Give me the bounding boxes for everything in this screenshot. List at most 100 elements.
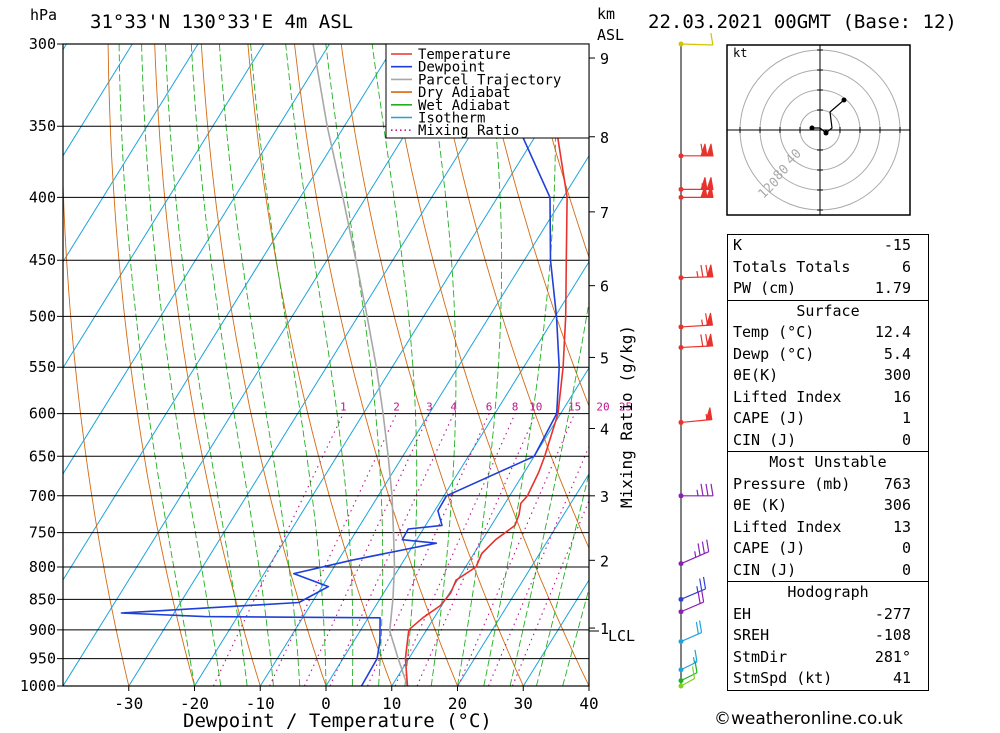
indices-table: K -15 Totals Totals 6 PW (cm) 1.79 Surface … <box>727 234 929 691</box>
wet-adiabat-line <box>218 44 301 686</box>
isotherm-line <box>0 44 1 686</box>
mixing-ratio-label: 6 <box>486 401 493 414</box>
pressure-tick-label: 300 <box>29 35 56 53</box>
location-title: 31°33'N 130°33'E 4m ASL <box>90 11 353 33</box>
surface-row: Temp (°C) 12.4 <box>733 323 911 341</box>
wind-barb-half-feather <box>694 551 697 558</box>
wind-barb <box>678 143 714 159</box>
wind-barb-feather <box>701 541 705 554</box>
legend-entry: Mixing Ratio <box>418 123 519 139</box>
wind-barb-feather <box>691 666 696 679</box>
wind-barb-feather <box>704 313 709 326</box>
wind-barb-feather <box>700 143 704 156</box>
wind-barb <box>678 32 714 47</box>
wind-barb-half-feather <box>705 413 708 421</box>
pressure-tick-label: 1000 <box>20 677 56 695</box>
mixing-ratio-label: 15 <box>568 401 581 414</box>
wind-barb-flag <box>705 312 714 326</box>
wind-barb-shaft <box>680 678 695 687</box>
wind-barb-flag <box>705 407 713 421</box>
temperature-tick-label: -20 <box>180 694 209 713</box>
hodograph-table-title: Hodograph <box>728 581 928 604</box>
hodo-row: StmDir 281° <box>733 647 911 666</box>
wind-barb-shaft <box>680 43 713 46</box>
wind-barb-half-feather <box>692 656 696 664</box>
wind-barb-shaft <box>680 631 702 643</box>
wet-adiabat-line <box>165 44 248 686</box>
wind-barb-feather <box>706 539 710 552</box>
hodograph-trace <box>812 99 845 134</box>
wind-barb <box>678 620 703 645</box>
wind-barb-feather <box>698 620 703 633</box>
wind-barb-half-feather <box>701 319 704 326</box>
wind-barb <box>678 539 710 567</box>
hodo-row: StmSpd (kt) 41 <box>733 669 911 687</box>
wind-barb-half-feather <box>696 489 699 496</box>
wind-barb-feather <box>699 578 703 591</box>
mu-row: θE (K) 306 <box>733 496 911 514</box>
mixing-ratio-label: 1 <box>340 401 347 414</box>
mu-row: CIN (J) 0 <box>733 560 911 579</box>
surface-row: CIN (J) 0 <box>733 430 911 449</box>
isotherm-line <box>128 44 528 686</box>
dry-adiabat-line <box>63 171 130 686</box>
temperature-tick-label: 30 <box>514 694 533 713</box>
copyright-footer[interactable]: ©weatheronline.co.uk <box>714 709 904 729</box>
wind-barb-feather <box>695 621 699 635</box>
wind-barb-feather <box>710 32 714 46</box>
wind-barb-shaft <box>680 601 704 613</box>
wet-adiabat-line <box>483 44 556 686</box>
mu-row: Pressure (mb) 763 <box>733 474 911 493</box>
wind-barb-feather <box>700 264 704 278</box>
pressure-tick-label: 700 <box>29 487 56 505</box>
wind-barb-flag <box>700 185 708 198</box>
pressure-tick-label: 900 <box>29 621 56 639</box>
surface-row: θE(K) 300 <box>733 366 911 384</box>
mixing-ratio-line <box>394 413 516 686</box>
km-tick-label: 2 <box>600 552 609 570</box>
wind-barb-flag <box>706 185 714 198</box>
wind-barb <box>678 407 713 425</box>
isotherm-line <box>325 260 589 686</box>
series-temperature-line <box>404 44 568 686</box>
surface-row: Dewp (°C) 5.4 <box>733 344 911 363</box>
pressure-tick-label: 500 <box>29 307 56 325</box>
mu-row: CAPE (J) 0 <box>733 539 911 557</box>
hodo-row: EH -277 <box>733 604 911 623</box>
mixing-ratio-line <box>303 413 430 686</box>
wind-barb-feather <box>705 334 709 347</box>
indices-row-k: K -15 <box>733 236 911 254</box>
km-tick-label: 9 <box>600 50 609 68</box>
mixing-ratio-label: 20 <box>596 401 609 414</box>
wind-barb-feather <box>694 660 698 673</box>
mixing-ratio-line <box>269 413 397 686</box>
mixing-ratio-label: 4 <box>450 401 457 414</box>
isotherm-line <box>194 48 589 686</box>
hodo-row: SREH -108 <box>733 626 911 644</box>
mixing-ratio-axis-title: Mixing Ratio (g/kg) <box>617 325 636 508</box>
wind-barb-feather <box>701 589 705 603</box>
mixing-ratio-line <box>457 413 576 686</box>
mixing-ratio-label: 8 <box>512 401 519 414</box>
wind-barb-feather <box>700 483 704 496</box>
wind-barb-feather <box>697 591 701 604</box>
wind-barb <box>678 483 714 499</box>
km-tick-label: 1 <box>600 620 609 638</box>
hodograph-point <box>823 130 829 136</box>
pressure-tick-label: 950 <box>29 650 56 668</box>
dry-adiabat-line <box>994 44 1000 686</box>
pressure-tick-label: 650 <box>29 447 56 465</box>
km-tick-label: 4 <box>600 421 609 439</box>
isotherm-line <box>63 44 462 686</box>
mixing-ratio-line <box>511 499 589 686</box>
wind-barb <box>678 649 698 673</box>
legend-entry: Dewpoint <box>418 60 485 76</box>
mu-row: Lifted Index 13 <box>733 517 911 536</box>
lcl-label: LCL <box>608 627 635 645</box>
mixing-ratio-line <box>329 413 455 686</box>
pressure-tick-label: 750 <box>29 524 56 542</box>
km-tick-label: 7 <box>600 204 609 222</box>
hodograph-point <box>809 125 815 131</box>
